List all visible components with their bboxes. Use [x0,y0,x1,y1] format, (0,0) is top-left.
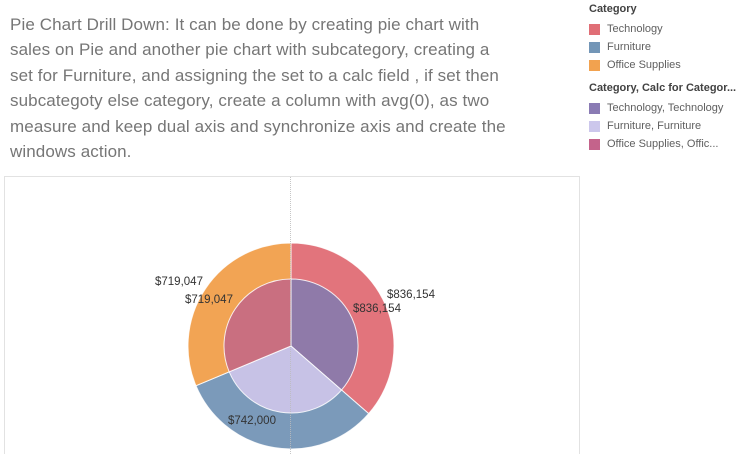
legend-item-office-supplies-office[interactable]: Office Supplies, Offic... [589,135,734,153]
intro-line: measure and keep dual axis and synchroni… [10,116,506,136]
legend-item-office-supplies[interactable]: Office Supplies [589,56,734,74]
legend-swatch-furniture-furniture [589,120,600,132]
chart-area [4,176,580,454]
legend-swatch-technology-technology [589,102,600,114]
legend-label-furniture: Furniture [607,41,652,53]
legend-label-furniture-furniture: Furniture, Furniture [607,120,702,132]
legend-label-office-supplies: Office Supplies [607,59,681,71]
legend-label-technology: Technology [607,23,663,35]
pie-slice-inner-technology[interactable] [290,278,359,391]
legend-item-technology-technology[interactable]: Technology, Technology [589,99,734,117]
intro-line: sales on Pie and another pie chart with … [10,40,490,60]
intro-line: subcategoty else category, create a colu… [10,91,490,111]
pie-chart[interactable] [186,241,396,451]
legend-label-office-supplies-office: Office Supplies, Offic... [607,138,719,150]
legend-swatch-furniture [589,41,600,53]
legend-swatch-technology [589,23,600,35]
legend-label-technology-technology: Technology, Technology [607,102,724,114]
pie-slice-inner-furniture[interactable] [228,345,343,414]
intro-paragraph: Pie Chart Drill Down: It can be done by … [10,12,585,164]
legend-category-calc-title: Category, Calc for Categor... [589,82,736,94]
legend-item-furniture[interactable]: Furniture [589,38,734,56]
intro-line: set for Furniture, and assigning the set… [10,65,499,85]
legend-category-calc: Category, Calc for Categor... Technology… [589,82,736,153]
legend-item-technology[interactable]: Technology [589,20,734,38]
legend-swatch-office-supplies [589,59,600,71]
intro-line: windows action. [10,142,132,162]
legend-category-title: Category [589,3,637,15]
intro-line: Pie Chart Drill Down: It can be done by … [10,15,480,34]
legend-swatch-office-supplies-office [589,138,600,150]
pie-slice-inner-office-supplies[interactable] [223,278,292,373]
legend-category: Category Technology Furniture Office Sup… [589,3,734,74]
legend-item-furniture-furniture[interactable]: Furniture, Furniture [589,117,734,135]
